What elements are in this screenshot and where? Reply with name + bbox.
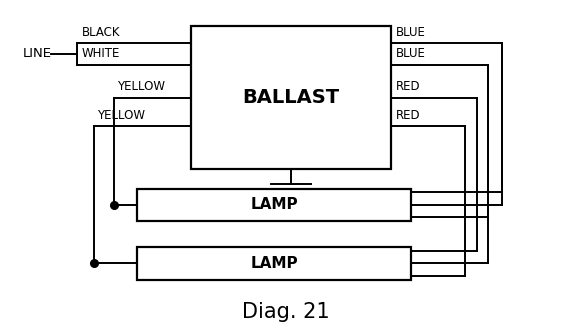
Text: RED: RED	[396, 109, 420, 122]
Bar	[137, 247, 411, 280]
Text: BALLAST: BALLAST	[243, 88, 340, 107]
Text: LAMP: LAMP	[250, 256, 298, 271]
Text: BLUE: BLUE	[396, 26, 425, 39]
Text: BLACK: BLACK	[82, 26, 120, 39]
Text: YELLOW: YELLOW	[97, 109, 145, 122]
Bar	[137, 188, 411, 221]
Text: WHITE: WHITE	[82, 47, 120, 60]
Text: RED: RED	[396, 80, 420, 93]
Text: LINE: LINE	[23, 47, 52, 60]
Text: LAMP: LAMP	[250, 197, 298, 212]
Text: Diag. 21: Diag. 21	[242, 302, 329, 322]
Bar	[191, 26, 391, 169]
Text: YELLOW: YELLOW	[117, 80, 165, 93]
Text: BLUE: BLUE	[396, 47, 425, 60]
